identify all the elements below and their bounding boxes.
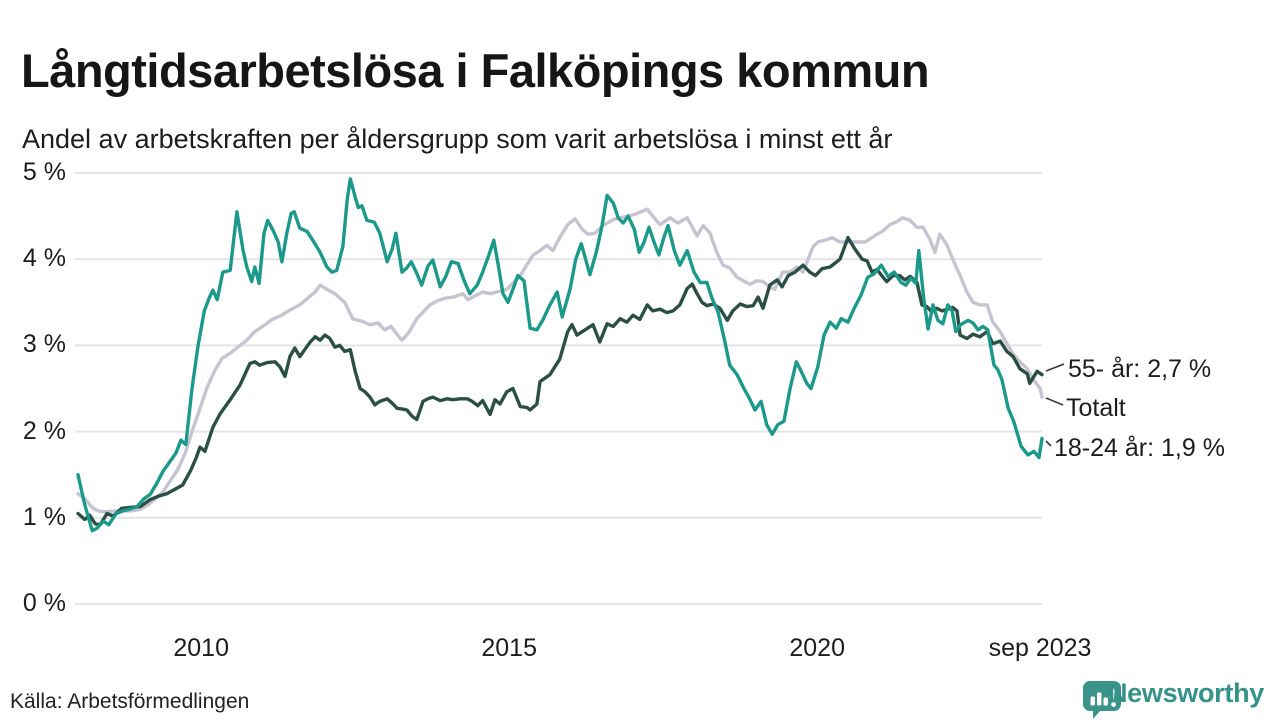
end-label-55--år: 55- år: 2,7 %: [1068, 355, 1212, 383]
x-tick-label: 2010: [173, 634, 229, 662]
y-tick-label: 3 %: [22, 330, 66, 359]
y-tick-label: 1 %: [22, 502, 66, 531]
brand-name: Newsworthy: [1107, 678, 1264, 708]
series-lines: [76, 177, 1044, 533]
newsworthy-logo-icon: [1083, 681, 1121, 719]
source-note: Källa: Arbetsförmedlingen: [10, 690, 250, 713]
end-label-18-24-år: 18-24 år: 1,9 %: [1054, 434, 1225, 462]
series-line-18-24-år: [76, 177, 1044, 533]
leader-line: [1045, 363, 1065, 372]
y-tick-label: 4 %: [22, 244, 66, 273]
y-tick-label: 2 %: [22, 416, 66, 445]
y-tick-label: 0 %: [22, 589, 66, 617]
brand-lockup: Newsworthy: [1108, 678, 1264, 709]
x-tick-label: 2020: [789, 634, 845, 662]
series-line-55--år: [76, 235, 1044, 527]
page-title: Långtidsarbetslösa i Falköpings kommun: [21, 44, 930, 98]
leader-line: [1045, 440, 1052, 447]
page-subtitle: Andel av arbetskraften per åldersgrupp s…: [22, 124, 893, 154]
label-leader-lines: [1045, 363, 1065, 447]
gridlines: [75, 172, 1042, 605]
series-line-Totalt: [76, 207, 1044, 514]
x-tick-label: 2015: [481, 634, 537, 662]
x-tick-label: sep 2023: [988, 634, 1092, 662]
y-tick-label: 5 %: [22, 158, 66, 186]
end-label-Totalt: Totalt: [1066, 394, 1126, 422]
leader-line: [1045, 397, 1064, 406]
